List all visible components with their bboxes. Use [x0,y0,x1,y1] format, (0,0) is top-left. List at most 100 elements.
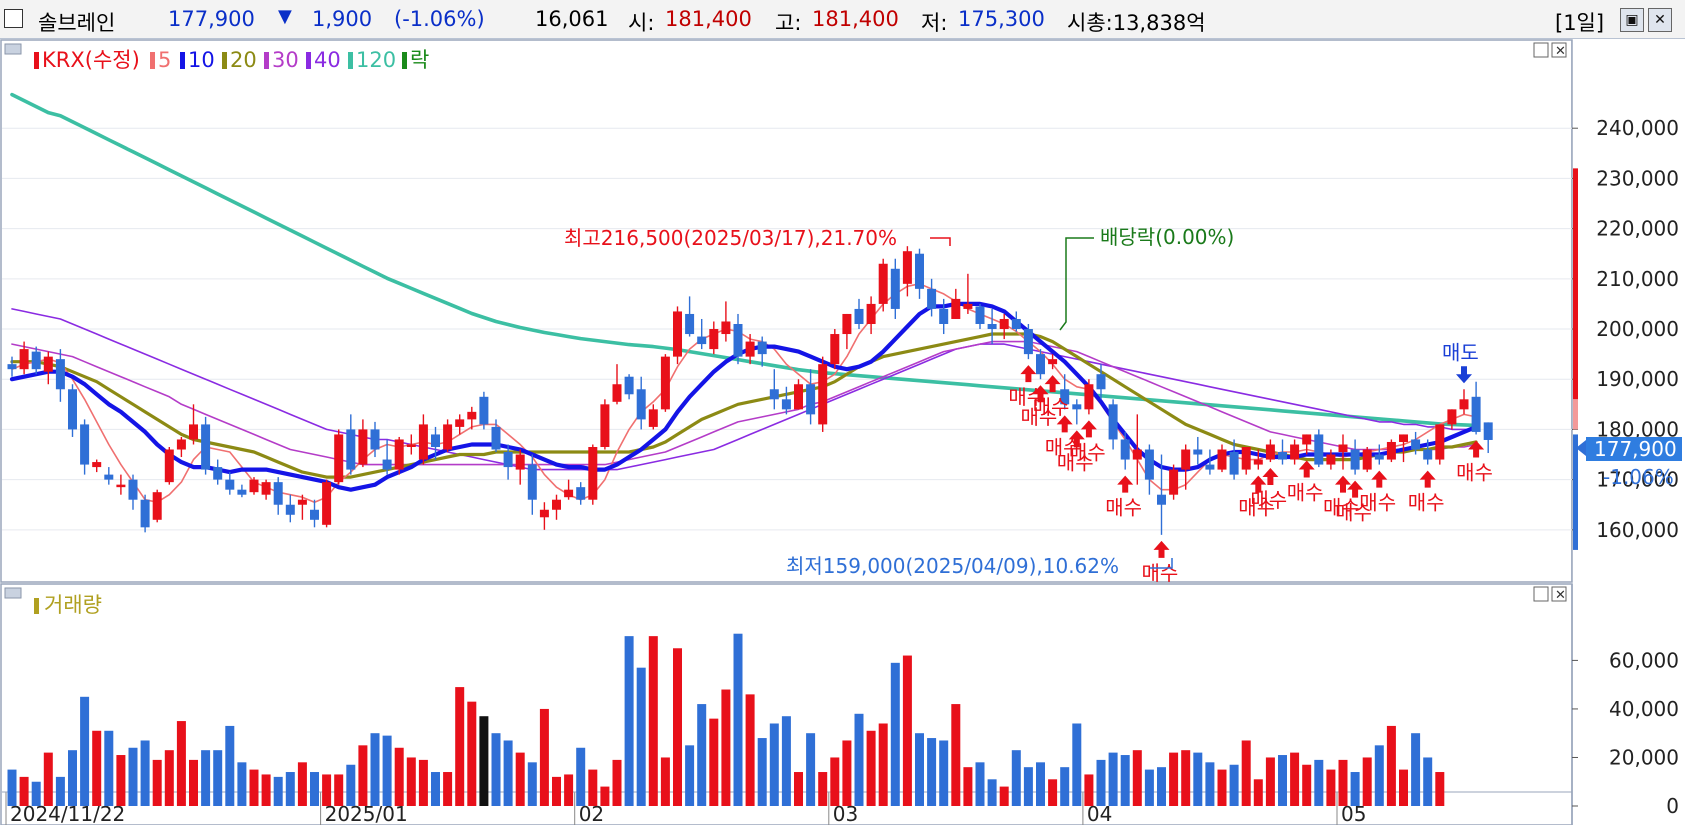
candle-body [55,359,65,390]
candle-body [394,439,404,470]
buy-signal-arrow-icon [1056,415,1073,433]
period-selector[interactable]: [1일] [1555,11,1605,35]
buy-signal-label: 매수 [1057,450,1094,474]
volume-bar [406,757,416,806]
select-checkbox[interactable] [4,9,23,28]
panel-close-icon[interactable] [1551,42,1567,58]
price-tick-label-0: 160,000 [1596,518,1679,542]
high-label: 고: [775,11,802,35]
legend-swatch-3 [222,52,227,69]
candle-body [624,376,634,395]
candle-body [92,462,102,468]
volume-bar [382,735,392,806]
candle-body [539,509,549,518]
candle-body [322,482,332,525]
volume-bar [1278,755,1287,806]
candle-body [346,429,356,470]
buy-signal-arrow-icon [1468,440,1485,458]
candle-body [709,329,719,350]
volume-bar [866,730,876,806]
candle-body [1048,359,1058,365]
sell-signal-label: 매도 [1442,340,1479,364]
minimize-icon[interactable]: ▣ [1620,8,1644,32]
candle-body [818,364,828,425]
chart-area: ✕ ✕ KRX(수정) 5 10 20 30 40 120 락 거래량 160,000 170,… [0,39,1685,825]
last-price-change: -1.06% [1603,465,1674,489]
volume-bar [660,757,670,806]
low-label: 저: [921,11,948,35]
candle-body [19,349,29,370]
candle-body [1326,454,1336,465]
candle-body [999,318,1009,330]
volume-panel-close-icon[interactable] [1551,586,1567,602]
volume-bar [310,772,319,806]
candle-body [1374,454,1384,460]
candle-body [1193,449,1203,455]
candle-body [225,479,235,490]
panel-maximize-icon[interactable] [1533,42,1549,58]
volume-bar [1181,750,1191,806]
candle-body [358,429,368,465]
volume-panel-maximize-icon[interactable] [1533,586,1549,602]
stock-name[interactable]: 솔브레인 [38,11,116,35]
candle-body [43,356,53,372]
ma30-line [11,340,1477,466]
volume-bar [176,721,186,806]
volume-bar [842,740,852,806]
candle-body [745,341,755,357]
volume-y-axis: 0 20,000 40,000 60,000 [1572,648,1679,818]
dividend-annotation: 배당락(0.00%) [1100,225,1234,249]
volume-bar [1265,757,1275,806]
buy-signal-label: 매수 [1359,491,1396,515]
candle-body [600,404,610,447]
legend-swatch-4 [264,52,269,69]
volume-bar [902,655,912,806]
price-axis-strip [1572,40,1685,582]
volume-bar [915,733,924,806]
candle-body [479,396,489,425]
candle-body [1253,459,1263,465]
candle-body [310,509,319,520]
volume-bar [1096,759,1106,806]
volume-bar [709,718,719,806]
candle-body [201,424,211,470]
volume-bar [1253,779,1263,806]
volume-bar [164,750,174,806]
close-icon[interactable]: ✕ [1648,8,1672,32]
candle-body [1399,434,1408,442]
last-price-tag [1586,437,1682,461]
candle-body [1217,449,1227,470]
volume-bar [1036,762,1045,806]
candle-body [842,313,852,335]
volume-bar [503,740,513,806]
high-annotation: 최고216,500(2025/03/17),21.70% [564,226,897,250]
volume-bar [1241,740,1251,806]
price-range-bar-lower [1573,434,1578,550]
price-tick-label-5: 210,000 [1596,267,1679,291]
buy-signal-arrow-icon [1117,475,1134,493]
legend-label-3: 20 [230,48,257,72]
volume-bar [346,764,356,806]
buy-signal-arrow-icon [1080,420,1097,438]
candle-body [1132,449,1142,460]
candle-body [249,479,259,493]
legend-swatch-0 [34,52,39,69]
candle-body [1447,409,1457,425]
volume-bar [334,774,344,806]
legend-label-6: 120 [356,48,396,72]
candle-body [1011,318,1021,330]
volume-bar [685,745,695,806]
volume-panel-menu-icon[interactable] [4,587,22,599]
buy-signal-label: 매수 [1033,395,1070,419]
volume-bar [455,687,465,806]
volume-bar [999,786,1009,806]
volume-bar [624,636,634,806]
volume-bar [1132,750,1142,806]
candle-body [237,489,247,495]
panel-menu-icon[interactable] [4,43,22,55]
candle-body [1435,424,1445,460]
buy-signal-arrow-icon [1262,468,1279,486]
candle-body [1144,449,1154,480]
volume-bar [467,701,477,806]
